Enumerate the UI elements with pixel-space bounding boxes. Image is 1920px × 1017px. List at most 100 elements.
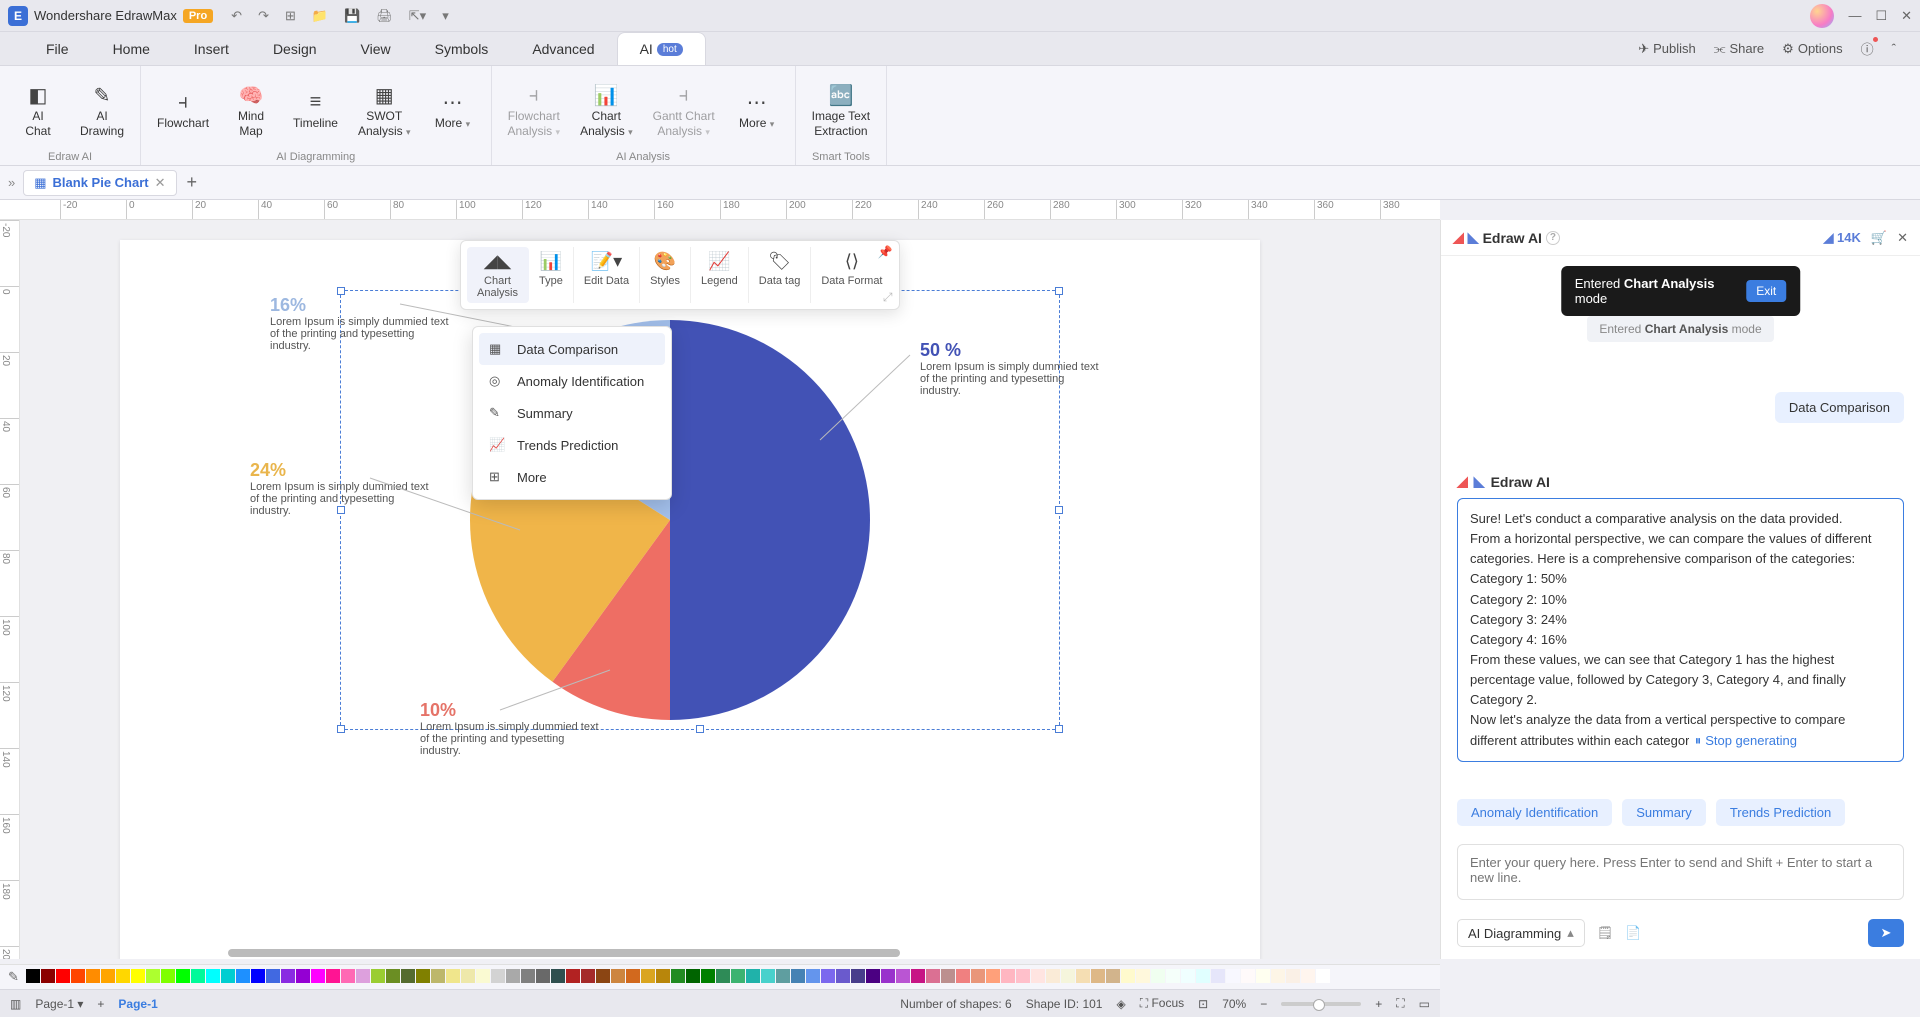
add-tab-button[interactable]: + [187,172,198,193]
color-swatch[interactable] [356,969,370,983]
menu-item-home[interactable]: Home [91,32,172,65]
color-swatch[interactable] [641,969,655,983]
page-canvas[interactable]: 50 % Lorem Ipsum is simply dummied text … [120,240,1260,959]
color-swatch[interactable] [926,969,940,983]
color-swatch[interactable] [1256,969,1270,983]
menu-item-view[interactable]: View [339,32,413,65]
color-swatch[interactable] [206,969,220,983]
color-swatch[interactable] [1301,969,1315,983]
color-swatch[interactable] [581,969,595,983]
pin-icon[interactable]: 📌 [878,245,893,259]
redo-button[interactable]: ↷ [258,8,269,24]
color-swatch[interactable] [146,969,160,983]
canvas-area[interactable]: -20020406080100120140160180200 [0,220,1440,959]
active-page-tab[interactable]: Page-1 [118,997,157,1011]
color-swatch[interactable] [611,969,625,983]
ribbon-mind-map[interactable]: 🧠MindMap [223,72,279,149]
minimize-button[interactable]: — [1848,8,1861,23]
color-swatch[interactable] [896,969,910,983]
print-button[interactable]: 🖨 [376,8,393,24]
color-swatch[interactable] [401,969,415,983]
color-swatch[interactable] [71,969,85,983]
color-swatch[interactable] [1076,969,1090,983]
color-swatch[interactable] [341,969,355,983]
ribbon-gantt chart-analysis[interactable]: ⫞Gantt ChartAnalysis ▾ [647,72,721,149]
color-swatch[interactable] [161,969,175,983]
zoom-in-button[interactable]: + [1375,997,1382,1011]
horizontal-scrollbar[interactable] [228,949,900,957]
float-tb-legend[interactable]: 📈Legend [691,247,749,303]
color-swatch[interactable] [101,969,115,983]
eyedropper-icon[interactable]: ✎ [8,969,19,985]
ai-close-button[interactable]: ✕ [1897,230,1908,246]
color-swatch[interactable] [176,969,190,983]
color-swatch[interactable] [1211,969,1225,983]
color-swatch[interactable] [446,969,460,983]
color-swatch[interactable] [26,969,40,983]
color-swatch[interactable] [1001,969,1015,983]
zoom-slider[interactable] [1281,1002,1361,1006]
color-swatch[interactable] [1061,969,1075,983]
focus-button[interactable]: ⛶ Focus [1140,996,1184,1011]
color-swatch[interactable] [326,969,340,983]
ribbon-ai-chat[interactable]: ◧AIChat [10,72,66,149]
color-swatch[interactable] [956,969,970,983]
color-swatch[interactable] [671,969,685,983]
color-swatch[interactable] [1196,969,1210,983]
color-swatch[interactable] [1241,969,1255,983]
color-swatch[interactable] [1226,969,1240,983]
color-swatch[interactable] [1166,969,1180,983]
float-tb-data tag[interactable]: 🏷Data tag [749,247,812,303]
expand-icon[interactable]: ⤢ [883,290,893,305]
color-swatch[interactable] [116,969,130,983]
save-button[interactable]: 💾 [344,8,360,24]
ai-credits[interactable]: ◢ 14K [1823,230,1860,246]
ai-input[interactable] [1457,844,1904,900]
ribbon-flowchart[interactable]: ⫞Flowchart [151,72,215,149]
tabs-overflow-button[interactable]: » [8,175,15,190]
color-swatch[interactable] [131,969,145,983]
color-swatch[interactable] [806,969,820,983]
color-swatch[interactable] [1106,969,1120,983]
ai-suggestion-anomaly-identification[interactable]: Anomaly Identification [1457,799,1612,826]
color-swatch[interactable] [596,969,610,983]
color-swatch[interactable] [431,969,445,983]
ai-mode-select[interactable]: AI Diagramming ▴ [1457,919,1585,947]
zoom-value[interactable]: 70% [1222,997,1246,1011]
undo-button[interactable]: ↶ [231,8,242,24]
color-swatch[interactable] [311,969,325,983]
dropdown-more[interactable]: ⊞More [479,461,665,493]
color-swatch[interactable] [491,969,505,983]
ai-send-button[interactable]: ➤ [1868,919,1904,947]
color-swatch[interactable] [1271,969,1285,983]
color-swatch[interactable] [416,969,430,983]
zoom-out-button[interactable]: − [1260,997,1267,1011]
color-swatch[interactable] [56,969,70,983]
float-tb-styles[interactable]: 🎨Styles [640,247,691,303]
document-tab[interactable]: ▦ Blank Pie Chart ✕ [23,170,176,196]
color-swatch[interactable] [716,969,730,983]
color-swatch[interactable] [1181,969,1195,983]
color-swatch[interactable] [566,969,580,983]
options-button[interactable]: ⚙ Options [1782,41,1842,57]
cart-icon[interactable]: 🛒 [1871,230,1887,246]
new-button[interactable]: ⊞ [285,8,296,24]
fullscreen-button[interactable]: ⛶ [1396,996,1404,1011]
dropdown-trends-prediction[interactable]: 📈Trends Prediction [479,429,665,461]
help-button[interactable]: ⓘ [1861,39,1874,58]
color-swatch[interactable] [836,969,850,983]
color-swatch[interactable] [1151,969,1165,983]
presentation-button[interactable]: ▭ [1419,997,1430,1011]
collapse-ribbon-button[interactable]: ˆ [1892,41,1896,56]
page-selector[interactable]: Page-1 ▾ [35,997,83,1011]
exit-mode-button[interactable]: Exit [1746,280,1786,302]
color-swatch[interactable] [746,969,760,983]
color-swatch[interactable] [971,969,985,983]
color-swatch[interactable] [1121,969,1135,983]
view-stack-icon[interactable]: ◈ [1116,997,1125,1011]
ribbon-swot-analysis[interactable]: ▦SWOTAnalysis ▾ [352,72,417,149]
share-button[interactable]: ⫘ Share [1714,41,1764,57]
color-swatch[interactable] [521,969,535,983]
menu-item-insert[interactable]: Insert [172,32,251,65]
color-swatch[interactable] [626,969,640,983]
